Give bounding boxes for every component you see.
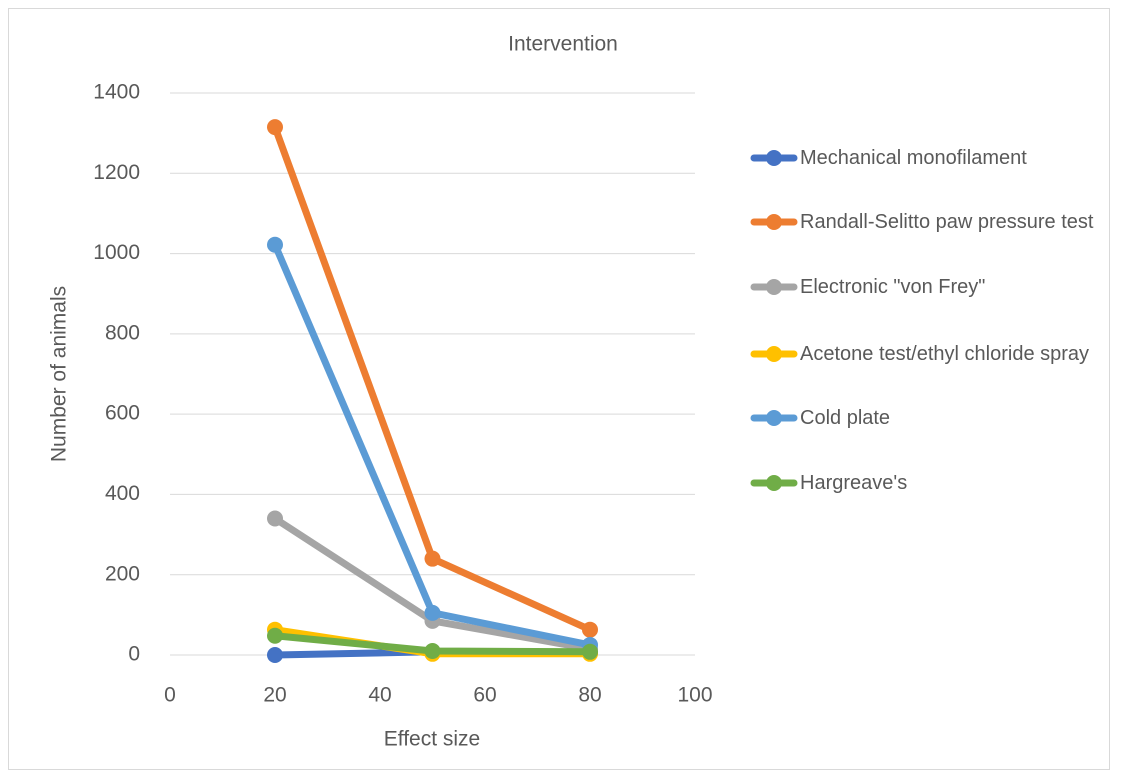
legend-entry: Electronic "von Frey" — [750, 276, 1110, 303]
legend-swatch — [750, 214, 798, 230]
series-marker — [267, 510, 283, 527]
legend-label: Electronic "von Frey" — [800, 276, 986, 298]
series-marker — [424, 642, 441, 659]
y-tick-label: 800 — [105, 321, 140, 344]
y-tick-label: 400 — [105, 482, 140, 505]
chart-title: Intervention — [508, 33, 618, 56]
y-tick-label: 1000 — [93, 241, 140, 264]
legend-swatch — [750, 346, 798, 362]
x-tick-label: 80 — [578, 684, 601, 707]
legend-entry: Acetone test/ethyl chloride spray — [750, 343, 1110, 370]
y-tick-label: 0 — [128, 643, 140, 666]
series-line — [271, 241, 594, 649]
x-tick-label: 100 — [677, 684, 712, 707]
legend-swatch — [750, 410, 798, 426]
y-tick-label: 600 — [105, 402, 140, 425]
y-tick-label: 200 — [105, 562, 140, 585]
series-marker — [267, 236, 283, 253]
legend-entry: Cold plate — [750, 407, 1110, 434]
legend-marker — [766, 279, 782, 295]
x-tick-label: 60 — [473, 684, 496, 707]
x-tick-label: 40 — [368, 684, 391, 707]
legend-entry: Randall-Selitto paw pressure test — [750, 211, 1110, 238]
legend-label: Randall-Selitto paw pressure test — [800, 211, 1094, 233]
y-axis-title: Number of animals — [48, 286, 71, 462]
legend-marker — [766, 214, 782, 230]
legend-entry: Mechanical monofilament — [750, 147, 1110, 174]
series-marker — [424, 604, 441, 621]
legend-swatch — [750, 279, 798, 295]
y-tick-label: 1200 — [93, 161, 140, 184]
y-tick-label: 1400 — [93, 81, 140, 104]
x-tick-label: 20 — [263, 684, 286, 707]
legend-swatch — [750, 475, 798, 491]
legend-label: Cold plate — [800, 407, 891, 429]
legend-label: Acetone test/ethyl chloride spray — [800, 343, 1090, 365]
legend-marker — [766, 346, 782, 362]
legend-label: Hargreave's — [800, 472, 908, 494]
series-marker — [267, 647, 283, 663]
x-tick-label: 0 — [164, 684, 176, 707]
legend-label: Mechanical monofilament — [800, 147, 1027, 169]
series-marker — [424, 550, 441, 567]
series-marker — [582, 643, 598, 660]
series-line — [271, 515, 594, 653]
chart-frame — [8, 8, 1110, 770]
legend-entry: Hargreave's — [750, 472, 1110, 499]
legend-swatch — [750, 150, 798, 166]
legend-marker — [766, 150, 782, 166]
x-axis-title: Effect size — [384, 728, 481, 751]
legend-marker — [766, 410, 782, 426]
series-marker — [582, 621, 598, 638]
legend-marker — [766, 475, 782, 491]
series-marker — [267, 627, 283, 644]
series-marker — [267, 119, 283, 136]
